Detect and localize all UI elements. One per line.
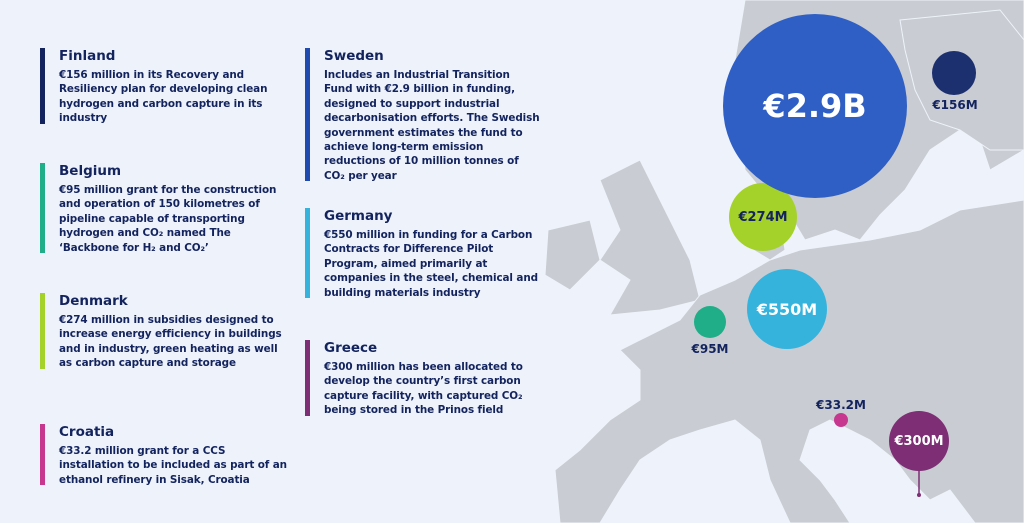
amount-label: €550M xyxy=(756,299,818,319)
accent-bar xyxy=(40,48,45,124)
country-card-sweden: Sweden Includes an Industrial Transition… xyxy=(305,48,540,183)
ireland-landmass xyxy=(544,219,601,291)
bubble-croatia xyxy=(834,413,848,427)
amount-label-belgium: €95M xyxy=(691,342,729,356)
bubble-greece: €300M xyxy=(889,411,949,471)
accent-bar xyxy=(40,424,45,486)
country-description: €33.2 million grant for a CCS installati… xyxy=(59,445,287,486)
bubble-sweden: €2.9B xyxy=(723,14,907,198)
country-description: €550 million in funding for a Carbon Con… xyxy=(324,229,538,299)
country-description: €156 million in its Recovery and Resilie… xyxy=(59,69,268,125)
country-name: Greece xyxy=(324,340,378,356)
country-name: Denmark xyxy=(59,293,128,309)
country-description: Includes an Industrial Transition Fund w… xyxy=(324,69,540,182)
bubble-denmark: €274M xyxy=(729,183,797,251)
country-card-denmark: Denmark €274 million in subsidies design… xyxy=(40,293,290,371)
country-name: Finland xyxy=(59,48,116,64)
amount-label-croatia: €33.2M xyxy=(816,398,866,412)
amount-label: €274M xyxy=(738,209,788,225)
country-card-germany: Germany €550 million in funding for a Ca… xyxy=(305,208,540,300)
country-description: €300 million has been allocated to devel… xyxy=(324,361,523,417)
country-card-belgium: Belgium €95 million grant for the constr… xyxy=(40,163,290,255)
accent-bar xyxy=(305,48,310,182)
country-name: Sweden xyxy=(324,48,384,64)
country-card-finland: Finland €156 million in its Recovery and… xyxy=(40,48,290,126)
accent-bar xyxy=(305,208,310,299)
amount-label-finland: €156M xyxy=(932,98,978,112)
bubble-finland xyxy=(932,51,976,95)
bubble-belgium xyxy=(694,306,726,338)
amount-label: €2.9B xyxy=(763,87,867,125)
uk-landmass xyxy=(599,159,701,316)
bubble-germany: €550M xyxy=(747,269,827,349)
greece-pin-dot xyxy=(917,493,921,497)
amount-label: €300M xyxy=(894,433,944,449)
accent-bar xyxy=(40,293,45,369)
country-card-greece: Greece €300 million has been allocated t… xyxy=(305,340,540,418)
accent-bar xyxy=(40,163,45,254)
country-name: Belgium xyxy=(59,163,122,179)
country-description: €274 million in subsidies designed to in… xyxy=(59,314,282,370)
country-description: €95 million grant for the construction a… xyxy=(59,184,277,254)
accent-bar xyxy=(305,340,310,416)
country-name: Germany xyxy=(324,208,393,224)
country-name: Croatia xyxy=(59,424,115,440)
country-card-croatia: Croatia €33.2 million grant for a CCS in… xyxy=(40,424,290,487)
